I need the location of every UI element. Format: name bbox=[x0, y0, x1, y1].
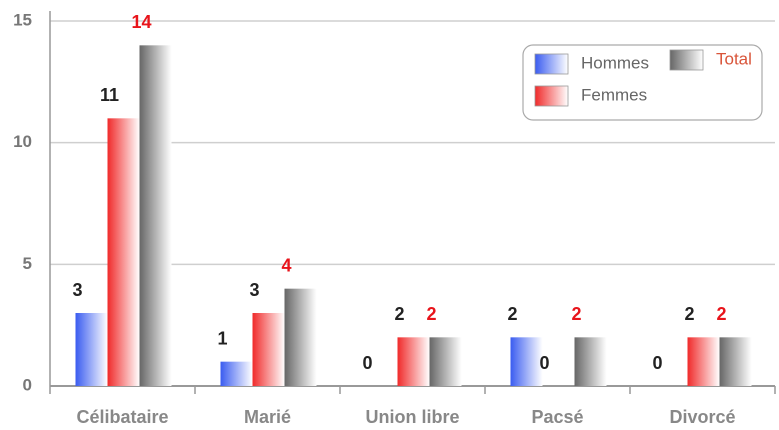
data-label: 0 bbox=[362, 353, 372, 373]
x-tick-label: Célibataire bbox=[76, 407, 168, 427]
y-tick-label: 10 bbox=[13, 132, 32, 151]
legend-label: Femmes bbox=[581, 85, 647, 104]
legend-swatch bbox=[534, 85, 569, 107]
bar bbox=[397, 337, 430, 386]
y-tick-label: 0 bbox=[23, 375, 32, 394]
legend-swatch bbox=[534, 53, 569, 75]
data-label: 3 bbox=[249, 280, 259, 300]
data-label: 2 bbox=[571, 304, 581, 324]
data-label: 2 bbox=[684, 304, 694, 324]
legend-label: Total bbox=[716, 49, 752, 68]
bar bbox=[284, 288, 317, 386]
data-label: 2 bbox=[507, 304, 517, 324]
data-label: 11 bbox=[100, 85, 119, 105]
data-label: 4 bbox=[281, 255, 291, 275]
data-label: 1 bbox=[217, 328, 227, 348]
data-label: 2 bbox=[716, 304, 726, 324]
y-tick-label: 5 bbox=[23, 254, 32, 273]
data-label: 0 bbox=[652, 353, 662, 373]
legend: Hommes Femmes Total bbox=[522, 44, 763, 121]
bar bbox=[75, 313, 108, 386]
x-tick-label: Pacsé bbox=[531, 407, 583, 427]
y-tick-label: 15 bbox=[13, 10, 32, 29]
data-label: 2 bbox=[394, 304, 404, 324]
x-tick-label: Divorcé bbox=[669, 407, 735, 427]
bar bbox=[139, 45, 172, 386]
bar bbox=[510, 337, 543, 386]
data-label: 3 bbox=[72, 280, 82, 300]
bar bbox=[107, 118, 140, 386]
data-label: 14 bbox=[131, 12, 151, 32]
x-tick-label: Marié bbox=[244, 407, 291, 427]
bar bbox=[574, 337, 607, 386]
bar bbox=[687, 337, 720, 386]
legend-label: Hommes bbox=[581, 53, 649, 72]
x-tick-label: Union libre bbox=[366, 407, 460, 427]
data-label: 0 bbox=[539, 353, 549, 373]
data-label: 2 bbox=[426, 304, 436, 324]
legend-swatch bbox=[669, 49, 704, 71]
bar bbox=[429, 337, 462, 386]
bar bbox=[220, 361, 253, 386]
bar bbox=[252, 313, 285, 386]
bar bbox=[719, 337, 752, 386]
